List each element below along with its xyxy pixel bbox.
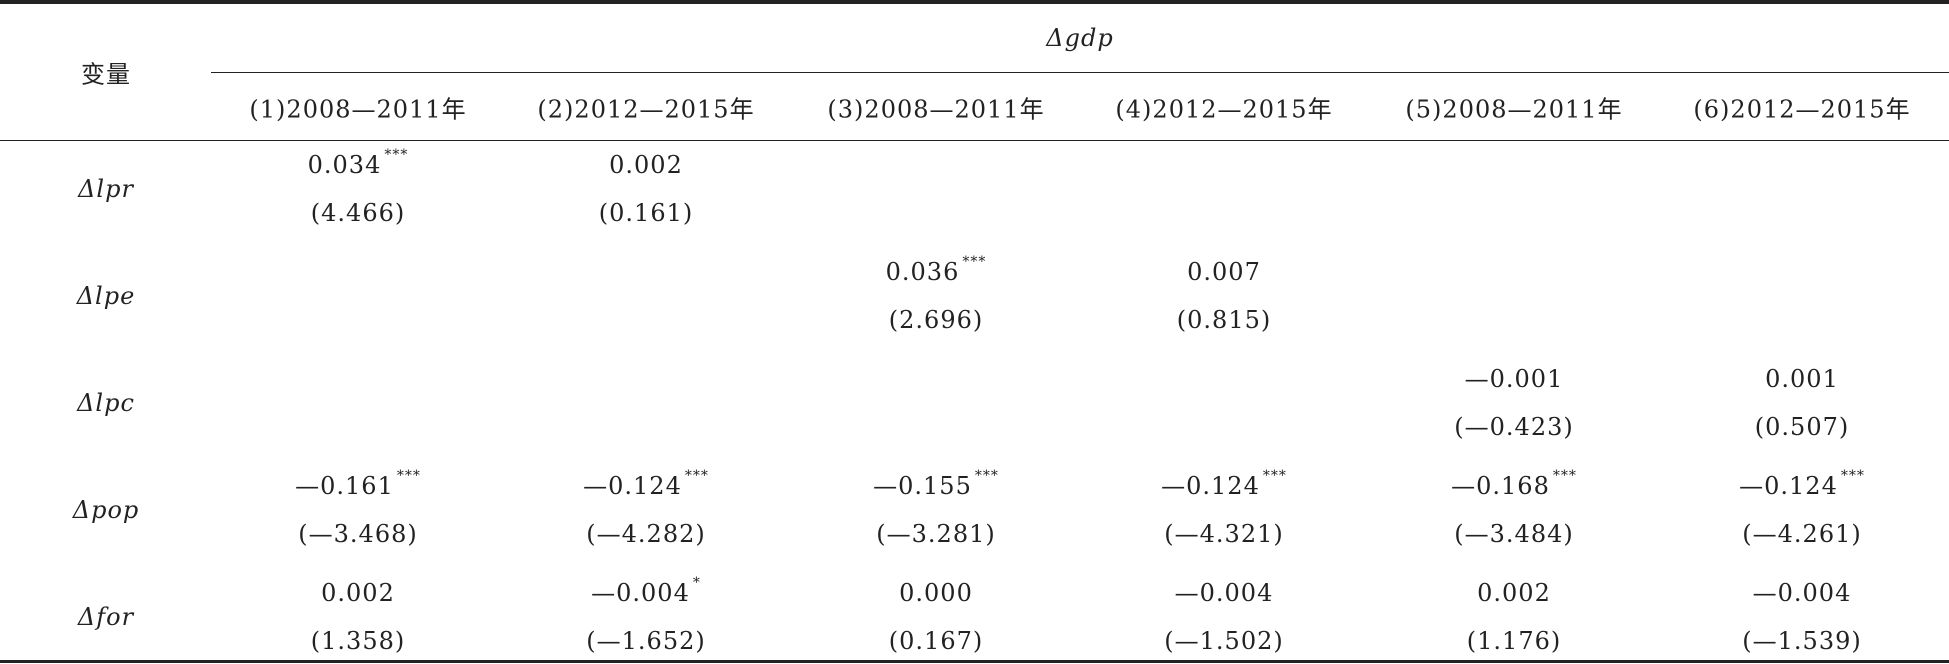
significance-stars: ***	[1840, 468, 1865, 484]
coef-value: —0.004	[591, 579, 690, 607]
coefficient: —0.161 ***	[295, 468, 421, 500]
coefficient: —0.124 ***	[583, 468, 709, 500]
t-statistic: (0.161)	[598, 199, 694, 227]
coefficient: —0.168 ***	[1451, 468, 1577, 500]
coefficient: 0.002	[321, 579, 395, 607]
coef-value: 0.034	[307, 151, 382, 179]
coef-value: —0.001	[1464, 365, 1564, 393]
column-header: (6)2012—2015年	[1693, 95, 1911, 124]
coefficient: —0.001	[1465, 365, 1564, 393]
t-statistic: (0.167)	[888, 627, 984, 655]
top-rule	[0, 0, 1949, 4]
coefficient: —0.004	[1175, 579, 1274, 607]
coef-value: 0.036	[885, 258, 960, 286]
t-statistic: (—3.468)	[298, 520, 418, 548]
coefficient: 0.001	[1765, 365, 1839, 393]
coef-value: —0.004	[1174, 579, 1274, 607]
t-statistic: (—4.282)	[586, 520, 706, 548]
significance-stars: ***	[384, 147, 409, 163]
coef-value: —0.004	[1752, 579, 1852, 607]
row-label: Δpop	[72, 496, 140, 524]
significance-stars: ***	[1552, 468, 1577, 484]
t-statistic: (4.466)	[310, 199, 406, 227]
row-label: Δlpc	[77, 389, 135, 417]
coef-value: —0.124	[1739, 472, 1838, 500]
coefficient: —0.004	[1753, 579, 1852, 607]
coef-value: 0.002	[321, 579, 395, 607]
row-label: Δfor	[77, 603, 135, 631]
coefficient: 0.002	[609, 151, 683, 179]
coefficient: 0.002	[1477, 579, 1551, 607]
t-statistic: (—1.502)	[1164, 627, 1284, 655]
coef-value: —0.161	[295, 472, 394, 500]
t-statistic: (0.507)	[1754, 413, 1850, 441]
coefficient: 0.007	[1187, 258, 1261, 286]
coefficient: 0.000	[899, 579, 973, 607]
group-header: Δgdp	[1046, 24, 1114, 52]
row-label: Δlpe	[76, 282, 136, 310]
t-statistic: (1.358)	[310, 627, 406, 655]
column-header: (1)2008—2011年	[249, 95, 467, 124]
coefficient: —0.124 ***	[1739, 468, 1865, 500]
coefficient: 0.034 ***	[307, 147, 409, 179]
group-rule	[211, 72, 1949, 73]
column-header: (4)2012—2015年	[1115, 95, 1333, 124]
coef-value: 0.001	[1765, 365, 1839, 393]
t-statistic: (—3.281)	[876, 520, 996, 548]
coefficient: —0.155 ***	[873, 468, 999, 500]
coef-value: —0.124	[1161, 472, 1260, 500]
bottom-rule	[0, 660, 1949, 663]
t-statistic: (—1.539)	[1742, 627, 1862, 655]
t-statistic: (—4.261)	[1742, 520, 1862, 548]
column-header: (3)2008—2011年	[827, 95, 1045, 124]
significance-stars: *	[692, 575, 701, 591]
column-header: (5)2008—2011年	[1405, 95, 1623, 124]
coefficient: —0.124 ***	[1161, 468, 1287, 500]
coef-value: 0.002	[609, 151, 683, 179]
coef-value: —0.168	[1451, 472, 1550, 500]
t-statistic: (—0.423)	[1454, 413, 1574, 441]
coefficient: 0.036 ***	[885, 254, 987, 286]
coef-value: —0.124	[583, 472, 682, 500]
column-header: (2)2012—2015年	[537, 95, 755, 124]
t-statistic: (1.176)	[1466, 627, 1562, 655]
t-statistic: (—1.652)	[586, 627, 706, 655]
coef-value: —0.155	[873, 472, 972, 500]
significance-stars: ***	[974, 468, 999, 484]
header-rule	[0, 140, 1949, 141]
t-statistic: (0.815)	[1176, 306, 1272, 334]
coefficient: —0.004 *	[591, 575, 701, 607]
coef-value: 0.007	[1187, 258, 1261, 286]
t-statistic: (2.696)	[888, 306, 984, 334]
significance-stars: ***	[962, 254, 987, 270]
t-statistic: (—4.321)	[1164, 520, 1284, 548]
significance-stars: ***	[1262, 468, 1287, 484]
significance-stars: ***	[396, 468, 421, 484]
t-statistic: (—3.484)	[1454, 520, 1574, 548]
coef-value: 0.002	[1477, 579, 1551, 607]
significance-stars: ***	[684, 468, 709, 484]
row-label-header: 变量	[81, 60, 131, 89]
coef-value: 0.000	[899, 579, 973, 607]
row-label: Δlpr	[78, 175, 134, 203]
